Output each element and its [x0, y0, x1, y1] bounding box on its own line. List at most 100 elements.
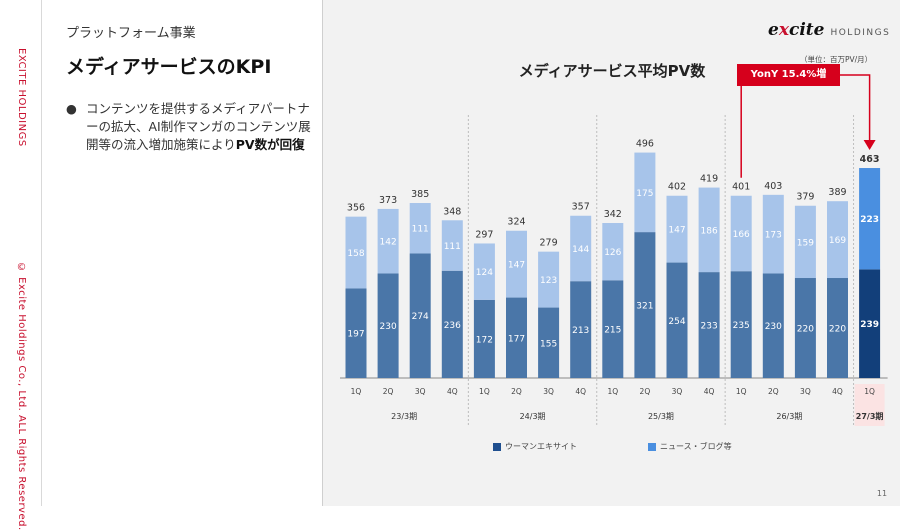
data-label-news: 186	[701, 226, 718, 236]
left-panel	[42, 0, 322, 506]
vertical-brand: EXCITE HOLDINGS	[16, 48, 27, 147]
bar-segment-news	[538, 251, 560, 308]
panel-divider	[322, 0, 323, 506]
bar-segment-woman	[634, 232, 656, 378]
fiscal-year-label: 24/3期	[520, 412, 546, 421]
excite-logo: excite HOLDINGS	[768, 20, 890, 40]
x-tick-label: 2Q	[383, 387, 394, 396]
bar-segment-news	[377, 208, 399, 274]
legend-swatch-news	[648, 442, 656, 451]
data-label-news: 123	[540, 276, 557, 286]
data-label-woman: 220	[829, 325, 846, 335]
total-label: 279	[540, 238, 558, 249]
x-tick-label: 4Q	[704, 387, 715, 396]
data-label-news: 111	[412, 225, 429, 235]
bullet-text: コンテンツを提供するメディアパートナーの拡大、AI制作マンガのコンテンツ展開等の…	[86, 100, 318, 154]
legend-label-news: ニュース・ブログ等	[660, 442, 732, 451]
bar-segment-woman	[441, 270, 463, 378]
data-label-news: 173	[765, 231, 782, 241]
bar-segment-news	[473, 243, 495, 300]
data-label-woman: 230	[765, 322, 782, 332]
total-label: 356	[347, 203, 365, 214]
data-label-news: 142	[380, 238, 397, 248]
data-label-woman: 220	[797, 325, 814, 335]
bar-segment-woman	[570, 281, 592, 378]
bar-segment-news	[634, 152, 656, 233]
side-rail	[0, 0, 40, 506]
x-tick-label: 3Q	[672, 387, 683, 396]
total-label: 496	[636, 139, 654, 150]
x-tick-label: 1Q	[864, 387, 875, 396]
total-label: 402	[668, 182, 686, 193]
total-label: 357	[572, 202, 590, 213]
bar-segment-woman	[698, 272, 720, 378]
yoy-connector-left	[737, 74, 742, 178]
yoy-connector-right	[840, 74, 871, 145]
data-label-woman: 235	[733, 321, 750, 331]
x-tick-label: 4Q	[447, 387, 458, 396]
logo-wordmark: excite	[768, 20, 825, 40]
bar-segment-woman	[473, 299, 495, 378]
data-label-woman: 155	[540, 339, 557, 349]
bar-segment-woman	[377, 273, 399, 378]
total-label: 403	[764, 181, 782, 192]
section-label: プラットフォーム事業	[66, 26, 196, 41]
yoy-badge: YonY 15.4%増	[737, 64, 840, 86]
unit-note: （単位：百万PV/月）	[800, 55, 873, 64]
bar-segment-woman	[859, 269, 881, 378]
bar-segment-news	[762, 194, 784, 274]
x-tick-label: 2Q	[640, 387, 651, 396]
bar-segment-woman	[506, 297, 527, 378]
data-label-news: 223	[860, 215, 879, 225]
total-label: 419	[700, 174, 718, 185]
data-label-woman: 239	[860, 320, 879, 330]
x-tick-label: 2Q	[511, 387, 522, 396]
data-label-woman: 274	[412, 312, 429, 322]
bar-segment-woman	[602, 280, 624, 378]
x-tick-label: 1Q	[736, 387, 747, 396]
bar-segment-news	[409, 203, 431, 254]
vertical-copyright: © Excite Holdings Co., Ltd. ALL Rights R…	[16, 262, 27, 531]
legend-item-news: ニュース・ブログ等	[648, 441, 732, 452]
total-label: 379	[796, 192, 814, 203]
stacked-bar-chart: 197 158 356 1Q 230 142 373 2Q 274 111 385 3Q 236 111 3…	[340, 74, 888, 498]
legend-swatch-woman	[493, 442, 501, 451]
data-label-news: 169	[829, 236, 846, 246]
bar-segment-woman	[730, 271, 752, 378]
bar-segment-woman	[409, 253, 431, 378]
bar-segment-news	[730, 195, 752, 272]
page-title: メディアサービスのKPI	[66, 56, 272, 78]
total-label: 463	[860, 154, 880, 165]
bar-segment-news	[441, 220, 463, 271]
legend-item-woman: ウーマンエキサイト	[493, 441, 577, 452]
data-label-woman: 197	[347, 330, 364, 340]
total-label: 389	[828, 187, 846, 198]
data-label-woman: 236	[444, 321, 461, 331]
data-label-woman: 254	[668, 317, 685, 327]
data-label-news: 166	[733, 230, 750, 240]
bar-segment-news	[345, 216, 367, 289]
bar-segment-news	[666, 195, 688, 263]
bar-segment-news	[570, 215, 592, 282]
total-label: 324	[507, 217, 525, 228]
data-label-news: 147	[508, 261, 525, 271]
fiscal-year-label: 23/3期	[391, 412, 417, 421]
data-label-news: 147	[668, 226, 685, 236]
bar-segment-woman	[827, 278, 848, 378]
yoy-arrow-head-icon	[863, 140, 876, 151]
total-label: 348	[443, 206, 461, 217]
x-tick-label: 2Q	[768, 387, 779, 396]
data-label-news: 158	[347, 249, 364, 259]
bar-segment-woman	[666, 262, 688, 378]
x-tick-label: 4Q	[832, 387, 843, 396]
data-label-news: 124	[476, 268, 493, 278]
data-label-woman: 172	[476, 335, 493, 345]
x-tick-label: 3Q	[800, 387, 811, 396]
rail-divider	[41, 0, 42, 506]
bar-segment-woman	[762, 273, 784, 378]
data-label-woman: 233	[701, 322, 718, 332]
data-label-news: 126	[604, 248, 621, 258]
x-tick-label: 4Q	[575, 387, 586, 396]
total-label: 297	[475, 229, 493, 240]
data-label-woman: 215	[604, 326, 621, 336]
